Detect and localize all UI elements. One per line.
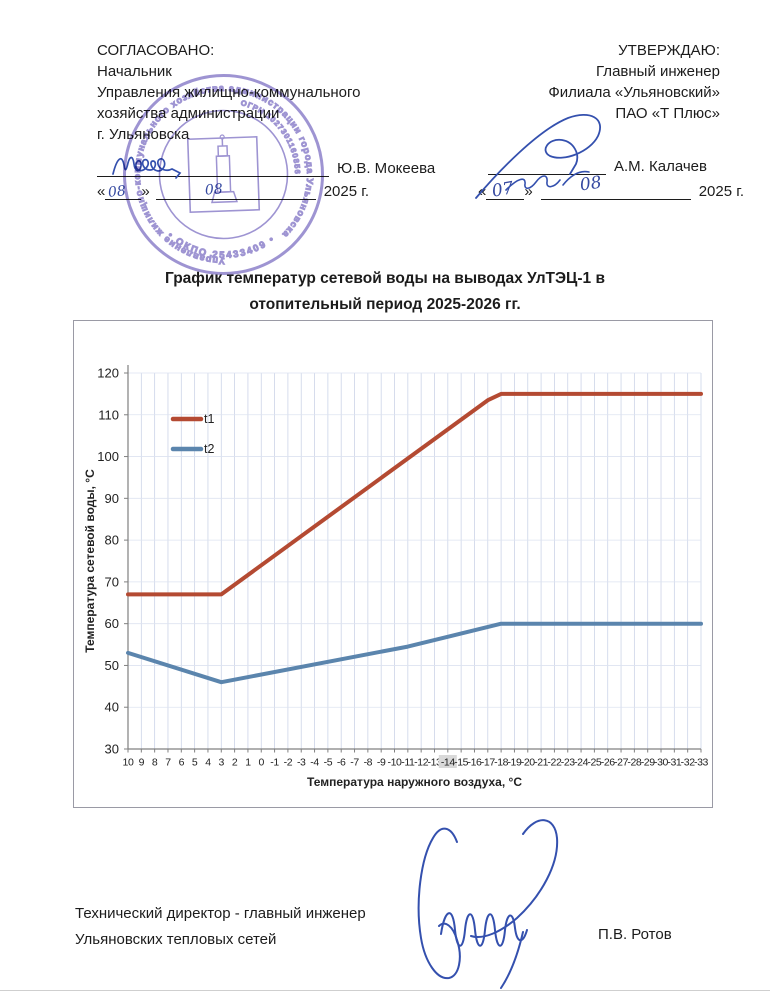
approval-left-signatory: Ю.В. Мокеева <box>337 160 436 177</box>
y-tick-label: 100 <box>97 449 119 464</box>
signature-line <box>97 160 329 177</box>
x-tick-label: -30 <box>654 757 669 769</box>
legend-label-t1: t1 <box>204 412 214 426</box>
x-tick-label: 8 <box>152 757 158 769</box>
signature-line <box>488 158 606 175</box>
y-tick-label: 120 <box>97 366 119 381</box>
y-tick-label: 50 <box>105 658 119 673</box>
approval-right-line: ПАО «Т Плюс» <box>615 105 720 122</box>
x-tick-label: -23 <box>561 757 576 769</box>
y-tick-label: 90 <box>105 491 119 506</box>
x-tick-label: 7 <box>165 757 171 769</box>
approval-left-year: 2025 г. <box>323 183 370 200</box>
x-tick-label: -5 <box>324 757 333 769</box>
x-tick-label: -15 <box>454 757 469 769</box>
x-tick-label: -9 <box>377 757 386 769</box>
x-tick-label: -1 <box>270 757 279 769</box>
x-tick-label: 5 <box>192 757 198 769</box>
legend-label-t2: t2 <box>204 442 214 456</box>
x-tick-label: -22 <box>547 757 562 769</box>
approval-right-year: 2025 г. <box>698 183 745 200</box>
x-tick-label: 9 <box>139 757 145 769</box>
rotov-signature <box>417 819 559 989</box>
x-tick-label: -3 <box>297 757 306 769</box>
x-tick-label: -10 <box>388 757 403 769</box>
footer-position-block: Технический директор - главный инженер У… <box>75 901 366 953</box>
x-tick-label: -6 <box>337 757 346 769</box>
date-day-line <box>486 183 525 200</box>
y-tick-label: 70 <box>105 574 119 589</box>
x-tick-label: -21 <box>534 757 549 769</box>
highlighted-tick-background <box>438 755 457 768</box>
x-tick-label: -27 <box>614 757 629 769</box>
x-tick-label: 6 <box>179 757 185 769</box>
series-t2-line <box>126 621 703 685</box>
x-tick-label: -14 <box>441 757 456 769</box>
approval-left-signature-row: Ю.В. Мокеева <box>97 160 435 177</box>
y-tick-label: 110 <box>98 407 119 422</box>
x-tick-label: 4 <box>205 757 211 769</box>
approval-left-line: г. Ульяновска <box>97 126 190 143</box>
x-tick-label: -25 <box>587 757 602 769</box>
y-tick-label: 30 <box>105 742 119 757</box>
approval-right-signature-row: А.М. Калачев <box>488 158 707 175</box>
x-tick-label: -2 <box>284 757 293 769</box>
lighthouse-emblem <box>210 134 238 204</box>
chart-container: 30 40 50 60 70 80 90 100 110 120 10 9 8 7 6 5 4 3 2 1 0 -1 -2-… <box>73 320 713 808</box>
x-tick-label: -32 <box>681 757 696 769</box>
series-t1-line <box>126 391 703 597</box>
approval-right-signatory: А.М. Калачев <box>614 158 707 175</box>
x-tick-label: 3 <box>219 757 225 769</box>
kalachev-signature <box>475 114 601 199</box>
mokeeva-signature <box>112 156 182 179</box>
x-tick-label: -24 <box>574 757 589 769</box>
x-tick-label: -28 <box>627 757 642 769</box>
x-tick-label: -19 <box>507 757 522 769</box>
x-tick-label: -7 <box>350 757 359 769</box>
approval-right-line: Филиала «Ульяновский» <box>548 84 720 101</box>
approval-right-heading: УТВЕРЖДАЮ: <box>618 42 720 59</box>
x-tick-label: -18 <box>494 757 509 769</box>
x-tick-label: -4 <box>310 757 319 769</box>
stamp-emblem-frame <box>186 135 261 214</box>
x-tick-label: -31 <box>667 757 682 769</box>
approval-right-line: Главный инженер <box>596 63 720 80</box>
x-tick-label: 1 <box>245 757 251 769</box>
x-tick-label: -26 <box>601 757 616 769</box>
x-tick-label: 10 <box>123 757 134 769</box>
x-tick-label: 2 <box>232 757 238 769</box>
x-tick-label: 0 <box>259 757 265 769</box>
x-axis-title: Температура наружного воздуха, °С <box>307 775 522 789</box>
y-axis-title: Температура сетевой воды, °С <box>83 469 97 653</box>
footer-position-line: Технический директор - главный инженер <box>75 905 366 922</box>
x-tick-label: -33 <box>694 757 709 769</box>
footer-position-line: Ульяновских тепловых сетей <box>75 931 277 948</box>
x-tick-label: -20 <box>521 757 536 769</box>
x-tick-label: -16 <box>467 757 482 769</box>
y-tick-label: 60 <box>105 616 119 631</box>
x-tick-label: -13 <box>427 757 442 769</box>
approval-right-block: УТВЕРЖДАЮ: Главный инженер Филиала «Улья… <box>420 40 720 124</box>
scan-edge-line <box>0 990 770 991</box>
x-tick-label: -29 <box>641 757 656 769</box>
footer-signatory: П.В. Ротов <box>598 926 672 943</box>
approval-left-line: Начальник <box>97 63 172 80</box>
y-tick-label: 80 <box>105 533 119 548</box>
round-stamp: Управление жилищно-коммунального хозяйст… <box>120 71 328 278</box>
chart-legend: t1 t2 <box>170 412 214 456</box>
date-day-line <box>105 183 142 200</box>
date-month-line <box>540 183 691 200</box>
x-tick-label: -8 <box>364 757 373 769</box>
y-tick-label: 40 <box>105 700 119 715</box>
x-tick-label: -11 <box>401 757 415 769</box>
document-title: График температур сетевой воды на вывода… <box>165 270 605 313</box>
x-tick-label: -12 <box>414 757 429 769</box>
x-tick-label: -17 <box>481 757 496 769</box>
approval-left-heading: СОГЛАСОВАНО: <box>97 42 215 59</box>
